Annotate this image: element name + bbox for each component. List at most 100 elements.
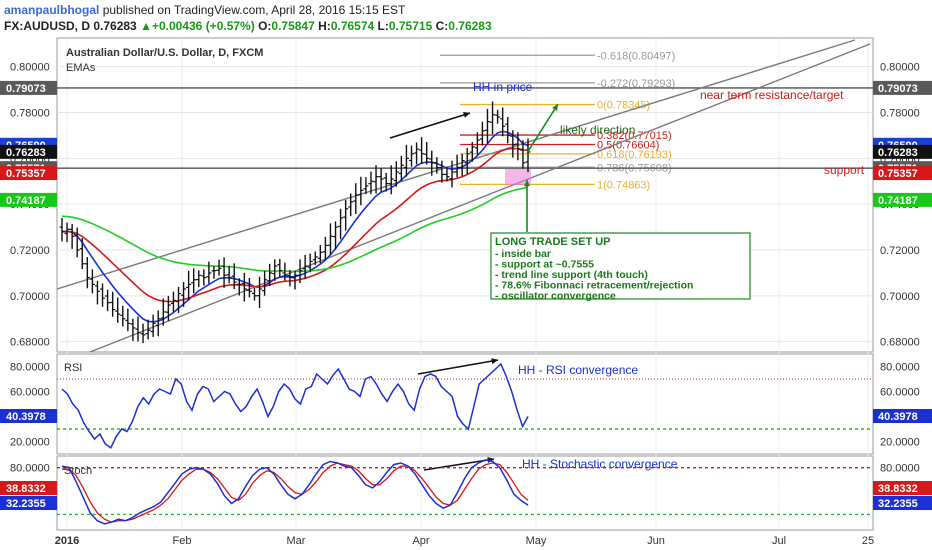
price-bar (94, 280, 100, 305)
price-tag-right (873, 80, 932, 95)
low-label: L: (377, 19, 389, 33)
price-bar (160, 298, 166, 326)
y-tick-label-left: 0.80000 (10, 62, 50, 74)
hh-price-arrow-head (463, 111, 470, 118)
grid-lines: 0.68000 0.68000 0.70000 0.70000 0.72000 0.720… (10, 38, 920, 530)
price-bar (368, 171, 374, 195)
price-bar (140, 323, 146, 344)
hh-price-label: HH in price (473, 80, 533, 94)
price-bar (176, 286, 181, 313)
fib-level-label: -0.272(0.79293) (597, 78, 675, 90)
price-bar (358, 176, 364, 206)
close-value: 0.76283 (448, 19, 492, 33)
publish-info: published on TradingView.com, April 28, … (102, 3, 406, 17)
price-bar (196, 270, 202, 288)
price-bar (414, 142, 420, 165)
change-arrow-icon: ▲ (140, 19, 152, 33)
rsi-tick-right: 60.0000 (880, 387, 920, 399)
price-bar (59, 218, 65, 242)
setup-title: LONG TRADE SET UP (495, 236, 611, 248)
price-bar (383, 172, 389, 192)
price-bar (267, 263, 273, 286)
rsi-title: RSI (64, 362, 82, 374)
ohlc-line: FX:AUDUSD, D 0.76283 ▲+0.00436 (+0.57%) … (4, 19, 492, 33)
price-bar (74, 227, 80, 258)
symbol-label: FX:AUDUSD, D (4, 19, 90, 33)
stoch-d-right: 32.2355 (878, 498, 918, 510)
open-value: 0.75847 (271, 19, 315, 33)
price-bar (69, 224, 75, 249)
price-bar (100, 283, 106, 307)
highlight-zone (505, 169, 531, 185)
fib-level-label: 0.382(0.77015) (597, 130, 672, 142)
price-tag-left-text: 0.79073 (6, 83, 46, 95)
price-bar (484, 108, 490, 144)
price-bar (479, 121, 485, 146)
price-bar (145, 319, 151, 340)
price-bar (257, 276, 263, 308)
channel-lower-line (89, 43, 871, 353)
price-bar (251, 288, 257, 301)
price-bar (317, 244, 323, 264)
rsi-value-right: 40.3978 (878, 411, 918, 423)
price-bar (110, 291, 116, 317)
price-bars (59, 101, 531, 344)
price-bar (378, 167, 384, 192)
x-tick-label: Mar (287, 535, 306, 547)
pane-frame-1 (56, 353, 874, 455)
y-tick-label-right: 0.72000 (880, 245, 920, 257)
support-label: support (824, 163, 865, 177)
x-tick-label: Jun (647, 535, 665, 547)
rsi-tick-left: 80.0000 (10, 362, 50, 374)
price-bar (262, 270, 268, 296)
rsi-value-tag-left (0, 409, 57, 424)
price-tag-right-text: 0.74187 (878, 195, 918, 207)
high-label: H: (318, 19, 331, 33)
rsi-tick-left: 60.0000 (10, 387, 50, 399)
stoch-annotation: HH - Stochastic convergence (522, 457, 678, 471)
x-tick-label: Feb (173, 535, 192, 547)
price-tag-right-text: 0.76283 (878, 147, 918, 159)
price-bar (444, 166, 450, 182)
stoch-k-tag-left (0, 481, 57, 495)
price-bar (429, 150, 435, 176)
price-bar (490, 101, 496, 135)
setup-pointer-arrow-head (523, 180, 531, 187)
price-bar (459, 153, 465, 177)
price-tag-right-text: 0.79073 (878, 83, 918, 95)
stoch-d-left: 32.2355 (6, 498, 46, 510)
fib-level-label: 0.618(0.76193) (597, 149, 672, 161)
fib-level-label: 0.5(0.76604) (597, 139, 659, 151)
price-bar (439, 160, 445, 183)
x-tick-label: Jul (772, 535, 786, 547)
stoch-tick-left: 80.0000 (10, 463, 50, 475)
author-name[interactable]: amanpaulbhogal (4, 3, 100, 17)
price-bar (115, 297, 121, 323)
price-bar (307, 253, 313, 273)
price-tag-left-text: 0.74187 (6, 195, 46, 207)
hh-price-arrow (389, 112, 471, 139)
price-bar (348, 193, 354, 217)
setup-item: - oscillator convergence (495, 290, 616, 302)
price-bar (181, 281, 187, 307)
price-bar (409, 145, 414, 167)
price-bar (515, 132, 521, 161)
price-bar (343, 199, 349, 231)
price-bar (105, 289, 111, 312)
stoch-d-tag-right (873, 496, 932, 510)
price-bar (150, 314, 156, 337)
price-bar (327, 223, 333, 255)
rsi-annotation: HH - RSI convergence (518, 363, 638, 377)
price-tag-right-text: 0.75357 (878, 168, 918, 180)
price-bar (221, 257, 227, 288)
price-bar (505, 116, 511, 144)
low-value: 0.75715 (388, 19, 433, 33)
last-price: 0.76283 (93, 19, 137, 33)
price-bar (272, 259, 278, 281)
chart-title: Australian Dollar/U.S. Dollar, D, FXCM (66, 47, 263, 59)
price-bar (292, 270, 298, 290)
price-tag-right (873, 192, 932, 207)
fib-level-label: 0(0.78345) (597, 100, 650, 112)
setup-item: - trend line support (4th touch) (495, 269, 648, 281)
